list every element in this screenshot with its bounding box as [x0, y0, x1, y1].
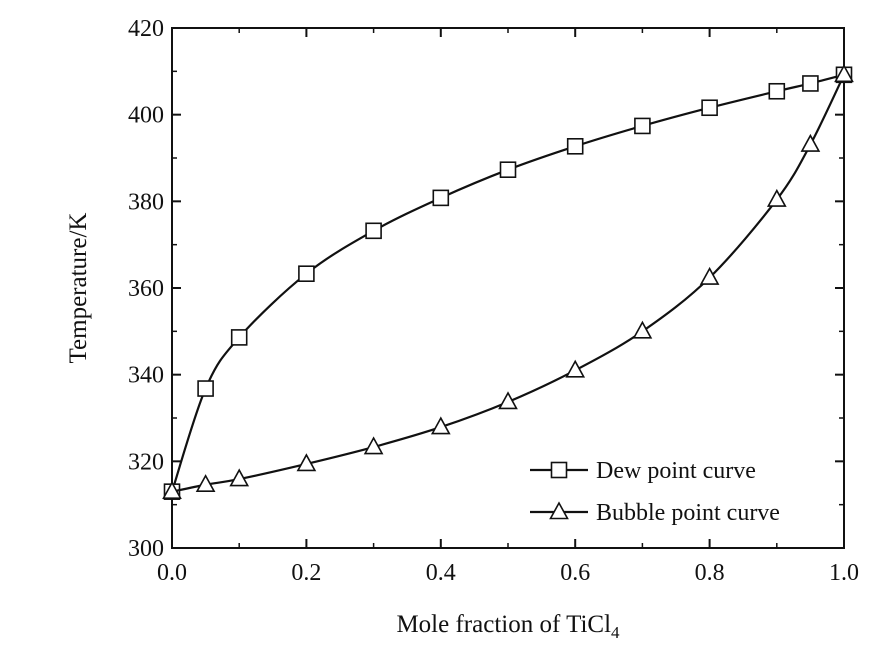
- data-point-square: [230, 329, 248, 346]
- data-point-square: [802, 75, 819, 92]
- x-axis-ticks: 0.0 0.2 0.4 0.6 0.8 1.0: [157, 28, 859, 586]
- series-triangle: [162, 64, 854, 499]
- series-layer: [162, 64, 854, 500]
- data-point-triangle: [632, 320, 653, 339]
- y-tick-label: 360: [128, 276, 164, 302]
- legend-label: Bubble point curve: [596, 500, 780, 526]
- data-point-square: [298, 265, 315, 283]
- y-tick-label: 300: [128, 536, 164, 562]
- data-point-triangle: [834, 64, 854, 83]
- data-point-square: [701, 99, 718, 117]
- data-point-triangle: [430, 416, 451, 435]
- data-point-square: [365, 222, 382, 240]
- data-point-triangle: [296, 453, 317, 472]
- legend-marker-triangle: [549, 501, 569, 520]
- data-point-square: [197, 380, 214, 397]
- y-tick-label: 380: [128, 189, 164, 215]
- data-point-square: [634, 117, 651, 135]
- series-line: [170, 73, 845, 493]
- y-tick-label: 420: [128, 16, 164, 42]
- x-axis-title: Mole fraction of TiCl4: [396, 611, 620, 642]
- data-point-square: [432, 189, 450, 207]
- legend-label: Dew point curve: [596, 458, 756, 484]
- x-tick-label: 0.6: [560, 560, 590, 586]
- data-point-triangle: [800, 133, 821, 152]
- data-point-square: [566, 138, 584, 155]
- data-point-square: [768, 82, 786, 100]
- series-line: [171, 74, 845, 493]
- y-tick-label: 320: [128, 449, 164, 475]
- x-tick-label: 0.2: [291, 560, 321, 586]
- series-square: [163, 66, 853, 500]
- x-axis-title-subscript: 4: [611, 623, 620, 642]
- data-point-triangle: [766, 188, 787, 207]
- data-point-triangle: [498, 391, 518, 410]
- y-axis-title: Temperature/K: [65, 213, 92, 364]
- x-tick-label: 0.0: [157, 560, 187, 586]
- data-point-triangle: [229, 468, 250, 487]
- x-tick-label: 0.8: [695, 560, 725, 586]
- y-axis-ticks: 300 320 340 360 380 400 420: [128, 16, 844, 562]
- y-tick-label: 340: [128, 363, 164, 389]
- data-point-triangle: [195, 474, 216, 493]
- x-tick-label: 1.0: [829, 560, 859, 586]
- data-point-triangle: [363, 436, 384, 455]
- data-point-triangle: [699, 266, 720, 285]
- data-point-square: [499, 161, 517, 178]
- legend-marker-square: [550, 461, 568, 479]
- data-point-triangle: [565, 359, 586, 378]
- data-point-triangle: [162, 481, 182, 499]
- legend: Dew point curve Bubble point curve: [530, 458, 780, 526]
- x-tick-label: 0.4: [426, 560, 456, 586]
- y-tick-label: 400: [128, 103, 164, 129]
